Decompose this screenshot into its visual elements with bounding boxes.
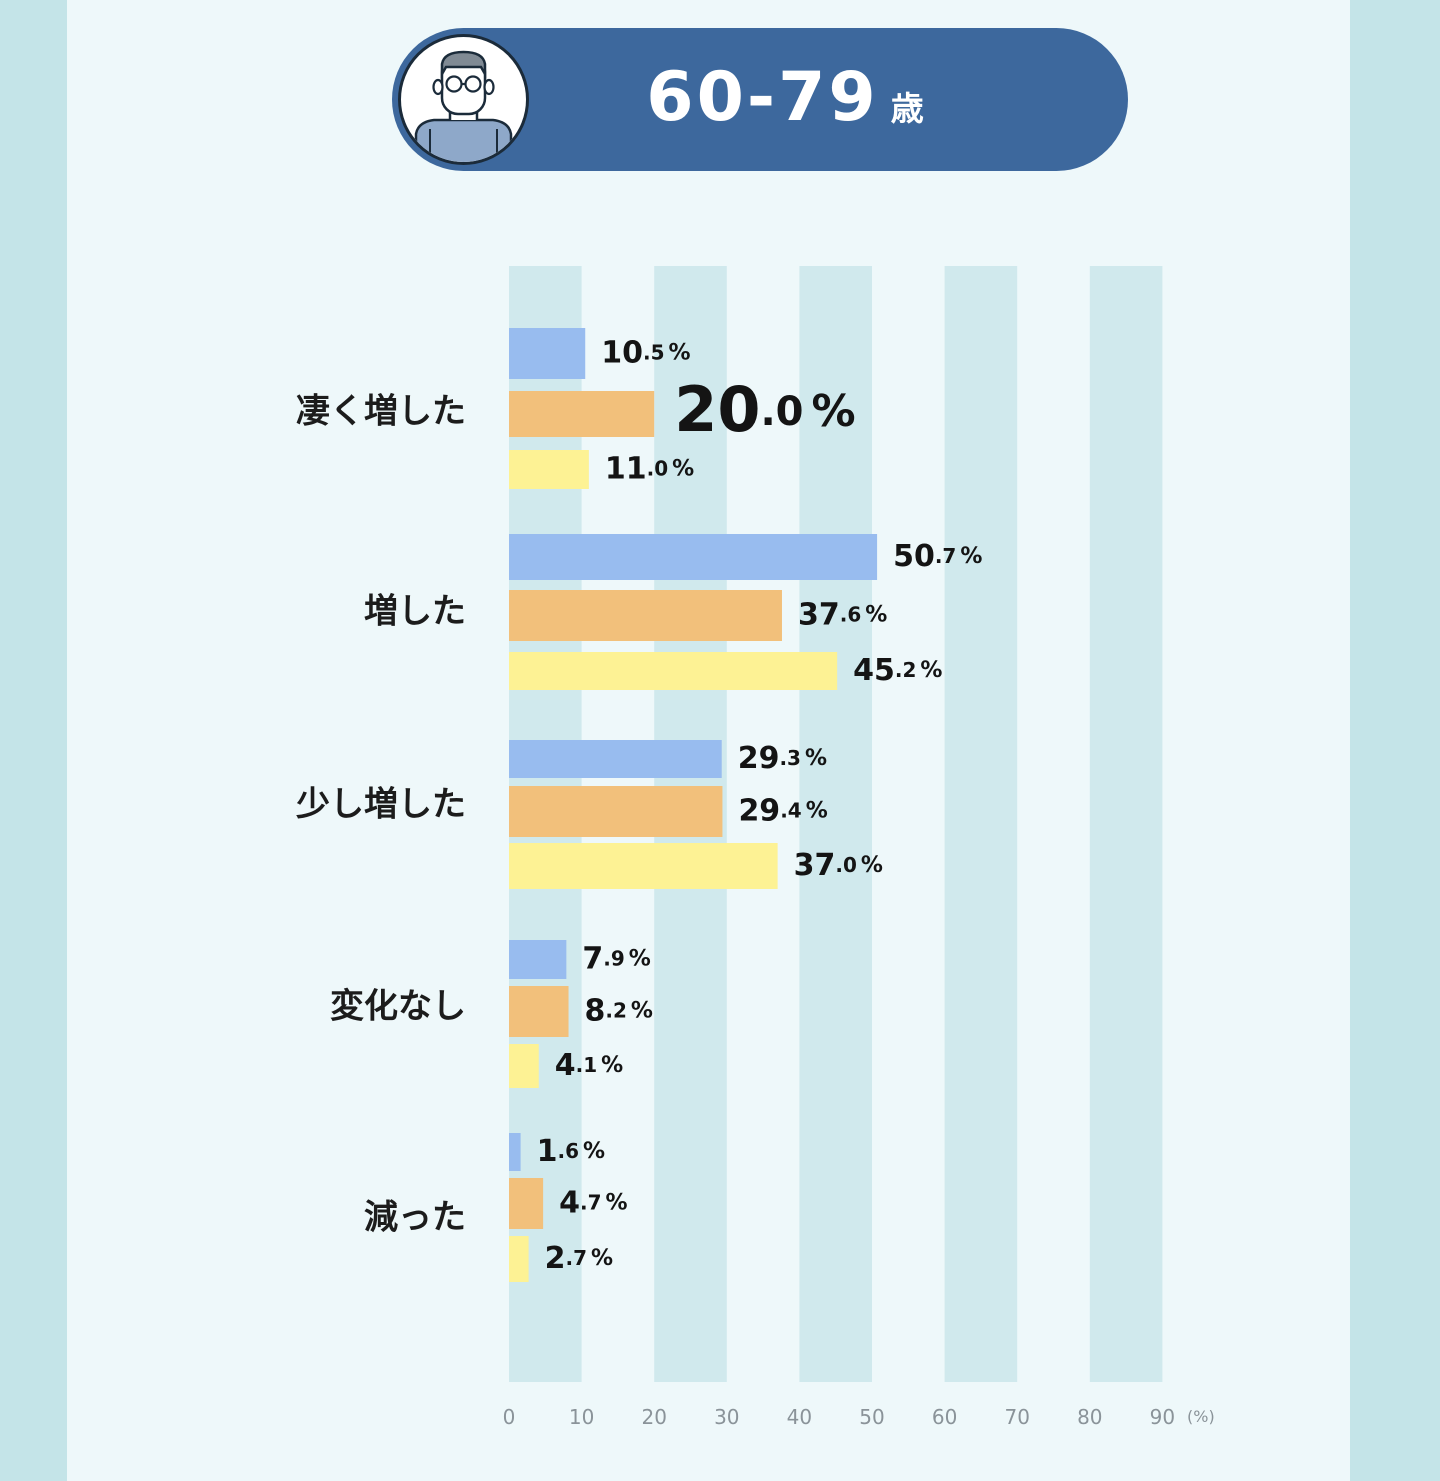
category-label: 変化なし — [330, 987, 466, 1027]
x-tick-label: 70 — [1004, 1405, 1029, 1429]
data-label: 45.2% — [853, 653, 942, 688]
data-label: 11.0% — [605, 451, 694, 486]
bar — [509, 450, 589, 489]
category-label: 減った — [364, 1198, 466, 1238]
bar — [509, 328, 586, 379]
grid-band — [944, 266, 1018, 1382]
bar — [509, 843, 778, 889]
bar — [509, 391, 655, 437]
bar — [509, 1178, 544, 1229]
data-label: 4.1% — [555, 1048, 623, 1083]
bar — [509, 940, 567, 979]
bar — [509, 590, 782, 641]
x-axis-unit: (%) — [1187, 1407, 1215, 1426]
x-tick-label: 80 — [1077, 1405, 1102, 1429]
age-unit: 歳 — [890, 89, 924, 128]
data-label: 50.7% — [893, 539, 982, 574]
age-range-title: 60-79 歳 — [560, 58, 1010, 142]
x-tick-label: 10 — [569, 1405, 594, 1429]
x-tick-label: 90 — [1150, 1405, 1175, 1429]
data-label: 20.0% — [674, 373, 855, 446]
bar — [509, 1236, 529, 1282]
category-label: 増した — [364, 592, 466, 632]
x-tick-label: 50 — [859, 1405, 884, 1429]
data-label: 8.2% — [585, 993, 653, 1028]
data-label: 29.3% — [738, 741, 827, 776]
data-label: 37.0% — [794, 848, 883, 883]
data-label: 10.5% — [601, 335, 690, 370]
data-label: 29.4% — [738, 793, 827, 828]
x-tick-label: 60 — [932, 1405, 957, 1429]
bar — [509, 534, 878, 580]
data-label: 37.6% — [798, 597, 887, 632]
data-label: 2.7% — [545, 1241, 613, 1276]
category-label: 少し増した — [296, 785, 466, 825]
grid-band — [1089, 266, 1163, 1382]
bar — [509, 740, 722, 778]
x-tick-label: 30 — [714, 1405, 739, 1429]
data-label: 4.7% — [559, 1185, 627, 1220]
x-tick-label: 20 — [641, 1405, 666, 1429]
bar — [509, 1133, 521, 1171]
elderly-man-with-glasses-icon — [398, 34, 529, 165]
bar — [509, 986, 569, 1037]
bar — [509, 652, 838, 690]
x-tick-label: 0 — [503, 1405, 516, 1429]
x-tick-label: 40 — [787, 1405, 812, 1429]
data-label: 7.9% — [582, 941, 650, 976]
age-range-value: 60-79 — [646, 58, 879, 137]
bar — [509, 786, 723, 837]
grid-band — [799, 266, 872, 1382]
category-label: 凄く増した — [296, 392, 466, 432]
data-label: 1.6% — [537, 1134, 605, 1169]
bar — [509, 1044, 539, 1088]
